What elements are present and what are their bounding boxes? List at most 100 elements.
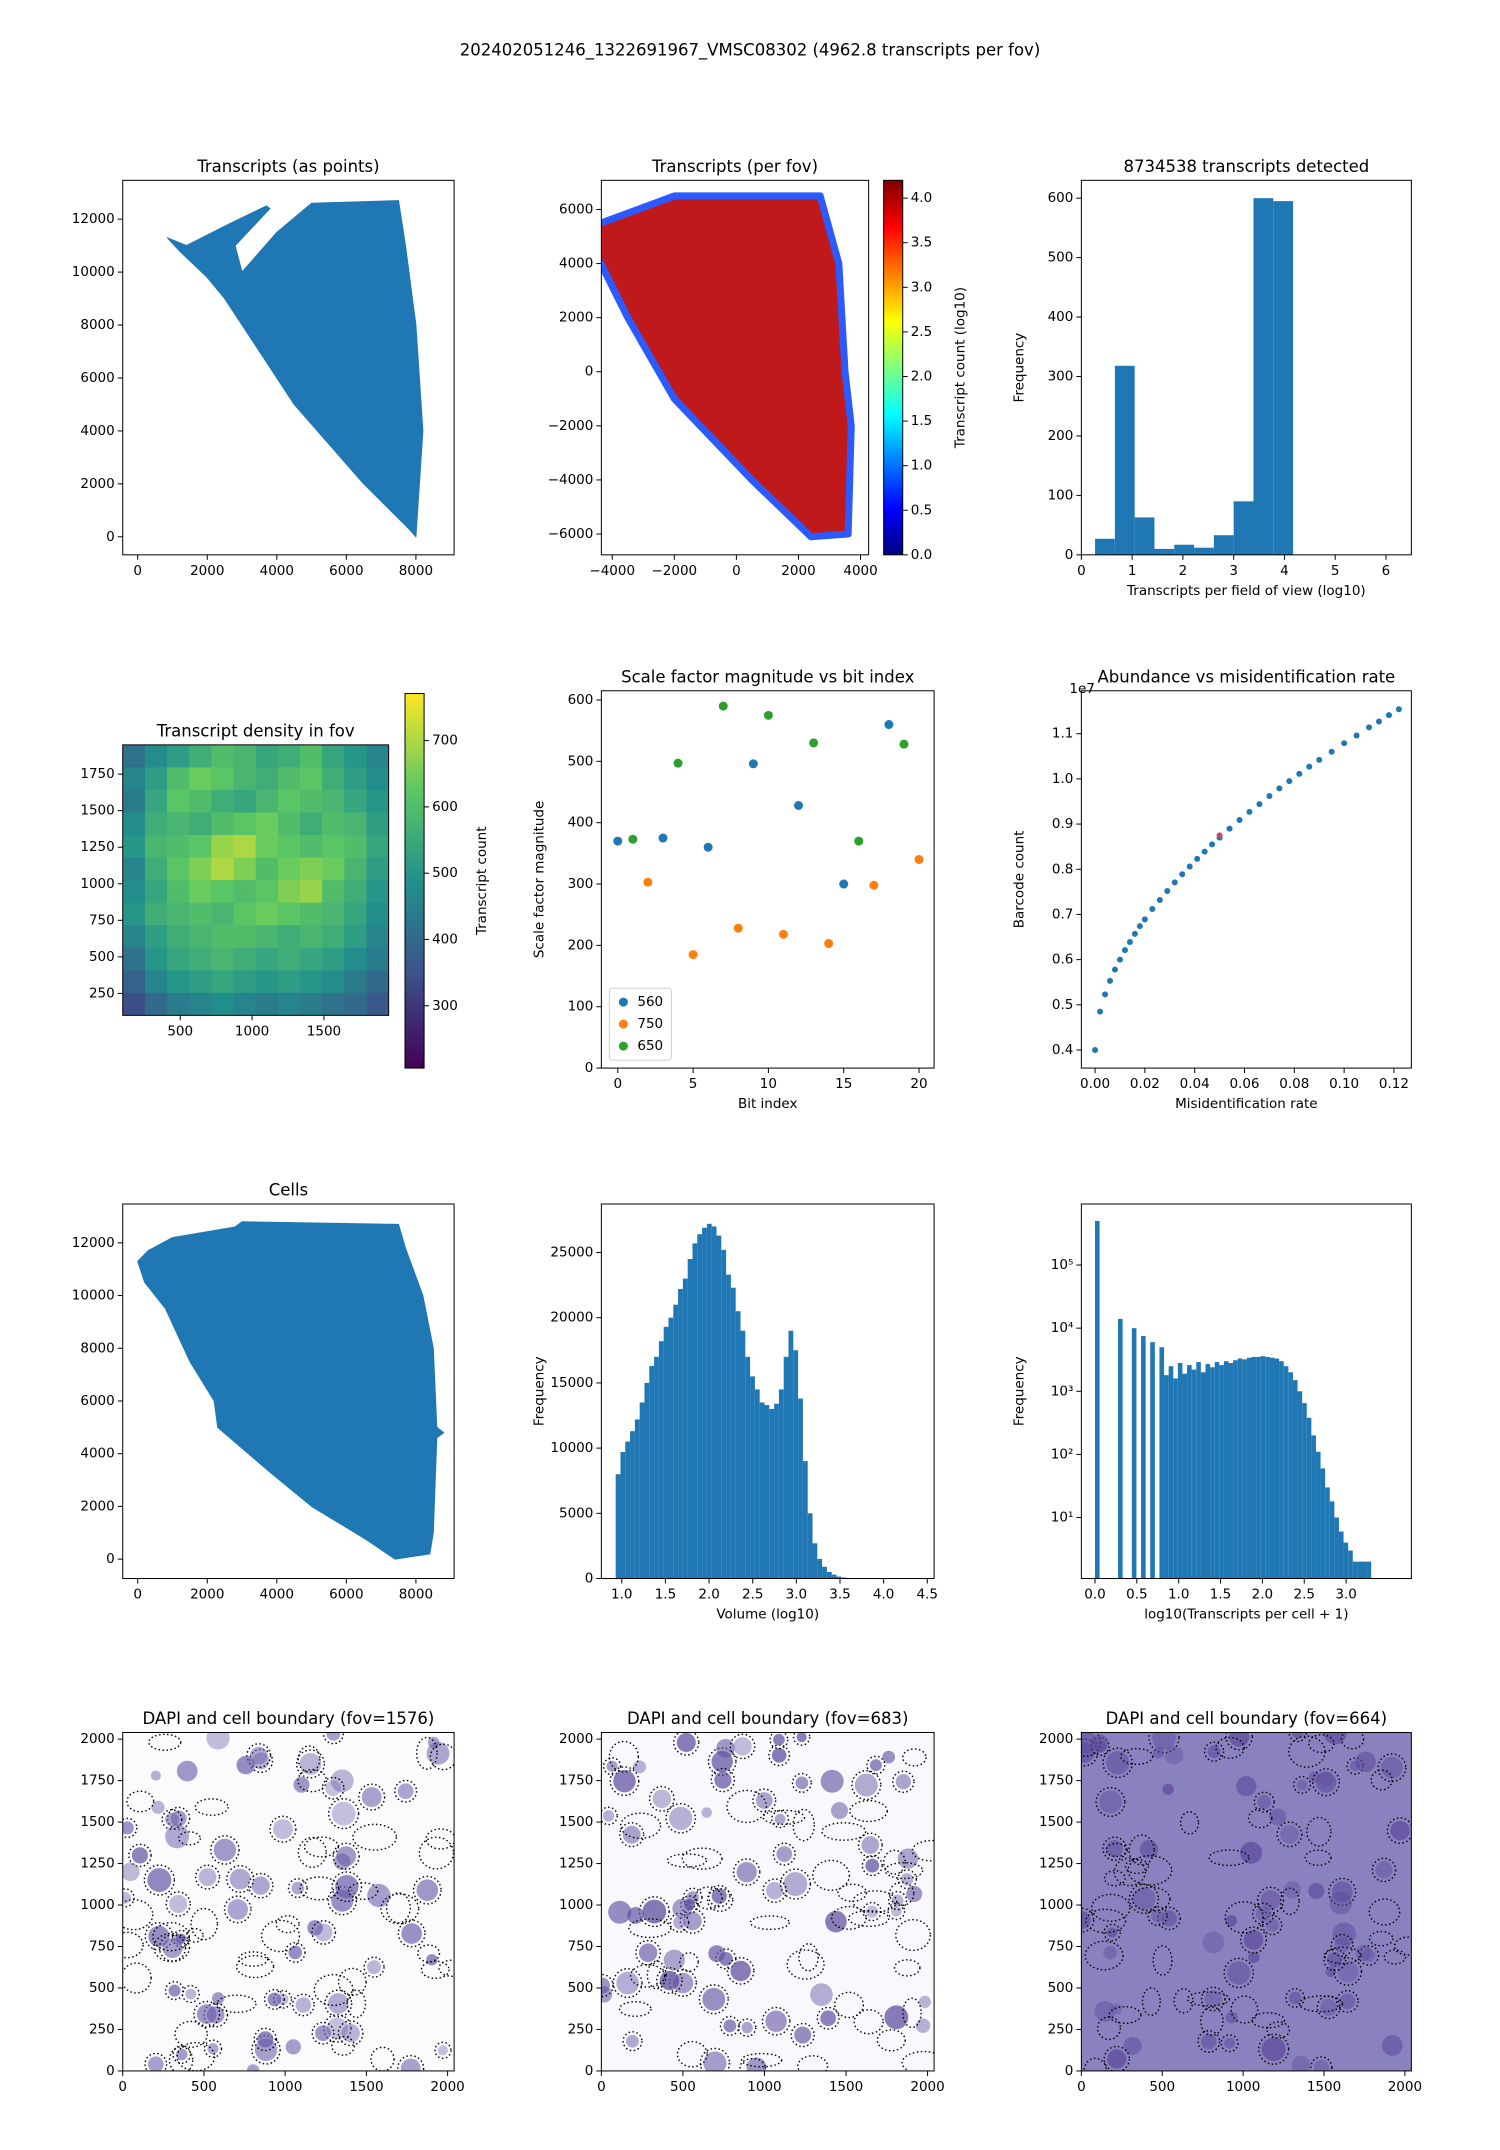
nucleus [315,2025,331,2042]
cell-boundary [1377,1753,1407,1783]
nucleus [736,1862,757,1883]
heat-cell [322,857,345,881]
y-tick-label: 2000 [1039,1731,1073,1747]
point [1107,977,1114,984]
bar [682,1278,688,1579]
cell-boundary [798,1943,819,1972]
x-tick-label: 1.0 [1168,1587,1189,1603]
nucleus [861,1836,880,1854]
y-tick-label: 0 [585,2063,594,2079]
heat-cell [211,767,235,791]
nucleus [601,1977,611,1994]
heat-cell [122,812,146,836]
cell-boundary [699,2047,731,2071]
point [869,880,879,890]
heat-cell [167,925,190,949]
point [1171,879,1178,886]
heat-cell [366,835,389,859]
cell-boundary [1358,1945,1380,1966]
nucleus [207,2043,219,2055]
y-tick-label: 1750 [1039,1773,1073,1789]
axes-frame [122,744,390,1016]
point [703,842,713,852]
heat-cell [255,767,279,791]
nucleus [796,1732,807,1743]
y-tick-label: 4000 [80,423,114,439]
axes-frame [600,690,935,1069]
nucleus [766,1882,784,1900]
cell-boundary [1393,1936,1412,1956]
heat-cell [144,992,168,1016]
heat-cell [211,880,235,904]
nucleus [1152,1732,1176,1750]
heat-cell [366,970,389,994]
bar [759,1402,765,1579]
cell-boundary [1103,1869,1126,1887]
cell-boundary [849,1799,888,1823]
heat-cell [366,789,389,813]
point [1149,906,1156,913]
bar [822,1566,827,1579]
y-tick-label: 750 [1048,1939,1074,1955]
x-axis-label: Volume (log10) [716,1607,819,1623]
cell-boundary [1179,1811,1200,1835]
bar [1348,1550,1353,1579]
nucleus [918,1995,931,2008]
bar [620,1452,626,1579]
cell-boundary [847,1910,890,1927]
x-tick-label: 0 [133,1587,142,1603]
cell-boundary [887,1902,906,1921]
cell-boundary [862,1901,882,1922]
cell-boundary [601,1973,614,1998]
nucleus [608,1900,632,1924]
cell-boundary [816,2006,840,2030]
bar [1361,1561,1367,1579]
cell-boundary [273,1989,293,2009]
cell-boundary [883,1849,906,1875]
point [688,950,698,960]
bar [1131,1328,1137,1579]
heat-cell [277,947,301,971]
nucleus [1236,1775,1257,1797]
nucleus [1260,1890,1281,1911]
cell-boundary [1131,1886,1171,1912]
bar [730,1287,736,1579]
y-tick-label: 1750 [80,766,114,782]
x-tick-label: 0 [133,563,142,579]
plot-area [615,1223,856,1579]
cell-boundary [358,1783,386,1811]
nucleus [626,2034,639,2048]
nucleus [122,1862,140,1882]
cell-boundary [263,1988,285,2010]
cell-boundary [679,1952,699,1973]
cell-boundary [327,1885,358,1916]
nucleus [249,1746,268,1765]
heat-cell [233,835,257,859]
cell-boundary [884,1861,924,1880]
point [794,800,804,810]
cell-boundary [772,1842,796,1866]
nucleus [150,1770,161,1781]
nucleus [1229,1732,1250,1747]
heat-cell [211,947,235,971]
x-axis-label: log10(Transcripts per cell + 1) [1144,1607,1348,1623]
y-tick-label: −4000 [548,472,594,488]
heat-cell [122,857,146,881]
cell-boundary [164,1980,185,2001]
cell-boundary [269,1815,297,1843]
y-axis-label: Scale factor magnitude [531,801,547,958]
y-tick-label: 250 [1048,2021,1074,2037]
nucleus [1105,1840,1124,1858]
x-tick-label: 4000 [843,563,877,579]
bar [692,1243,698,1579]
y-tick-label: 10³ [1051,1383,1074,1399]
nucleus [335,1874,359,1899]
bar [745,1356,751,1579]
nucleus [1161,1910,1178,1927]
y-tick-label: 200 [1048,428,1074,444]
cell-boundary [752,1788,777,1813]
cell-boundary [216,1994,257,2014]
nucleus [1227,1961,1251,1985]
cell-boundary [1266,2021,1291,2039]
heat-cell [189,744,212,768]
